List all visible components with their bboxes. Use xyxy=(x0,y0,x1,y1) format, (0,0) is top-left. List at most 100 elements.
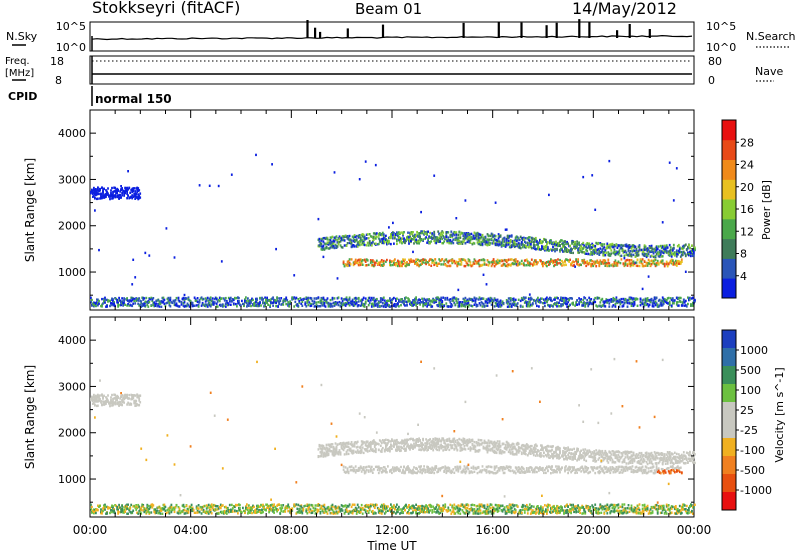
echo-cell xyxy=(582,241,585,245)
echo-cell xyxy=(320,302,323,305)
echo-cell xyxy=(619,244,622,247)
echo-cell xyxy=(369,261,372,264)
echo-cell xyxy=(371,239,374,243)
echo-cell xyxy=(118,400,120,404)
echo-cell xyxy=(344,508,347,512)
echo-cell xyxy=(649,250,652,254)
echo-cell xyxy=(342,262,345,266)
echo-cell xyxy=(564,247,566,250)
echo-cell xyxy=(380,304,383,308)
echo-cell xyxy=(496,299,499,302)
echo-cell xyxy=(458,242,461,245)
echo-cell xyxy=(164,509,167,513)
nsky-spike xyxy=(648,29,651,38)
nsky-spike xyxy=(381,24,385,38)
echo-cell xyxy=(275,247,277,251)
echo-cell xyxy=(339,236,342,240)
echo-cell xyxy=(630,255,633,258)
echo-cell xyxy=(352,304,355,307)
echo-cell xyxy=(629,264,632,268)
echo-cell xyxy=(203,510,206,513)
echo-cell xyxy=(651,247,654,250)
echo-cell xyxy=(451,240,454,243)
echo-cell xyxy=(646,247,649,250)
echo-cell xyxy=(213,508,216,511)
echo-cell xyxy=(482,240,485,243)
echo-cell xyxy=(433,263,436,267)
echo-cell xyxy=(502,302,505,305)
echo-cell xyxy=(94,398,96,401)
echo-cell xyxy=(527,238,530,242)
echo-cell xyxy=(346,449,349,452)
echo-cell xyxy=(680,258,683,261)
echo-cell xyxy=(131,304,134,308)
echo-cell xyxy=(426,241,428,244)
echo-cell xyxy=(179,511,182,515)
echo-cell xyxy=(621,249,624,252)
echo-cell xyxy=(397,234,399,238)
echo-cell xyxy=(440,298,443,301)
echo-cell xyxy=(594,296,597,300)
echo-cell xyxy=(219,304,222,308)
echo-cell xyxy=(629,297,632,301)
echo-cell xyxy=(217,184,220,188)
echo-cell xyxy=(395,297,397,301)
echo-cell xyxy=(505,228,508,231)
echo-cell xyxy=(495,304,498,307)
echo-cell xyxy=(467,264,470,267)
echo-cell xyxy=(184,297,187,301)
echo-cell xyxy=(91,396,93,399)
echo-cell xyxy=(517,263,520,266)
echo-cell xyxy=(534,299,537,303)
freq-unit-label: [MHz] xyxy=(5,68,34,79)
echo-cell xyxy=(441,242,444,245)
echo-cell xyxy=(265,301,267,304)
echo-cell xyxy=(398,239,400,242)
echo-cell xyxy=(145,296,148,300)
echo-cell xyxy=(361,241,364,244)
echo-cell xyxy=(474,232,477,235)
echo-cell xyxy=(620,297,623,301)
echo-cell xyxy=(666,265,669,268)
echo-cell xyxy=(246,503,248,506)
echo-cell xyxy=(133,402,136,405)
echo-cell xyxy=(469,263,472,267)
echo-cell xyxy=(373,232,376,235)
echo-cell xyxy=(418,232,420,235)
nsky-spike xyxy=(616,30,619,38)
echo-cell xyxy=(360,238,363,241)
echo-cell xyxy=(410,239,412,243)
echo-cell xyxy=(492,241,495,245)
echo-cell xyxy=(254,301,256,304)
echo-cell xyxy=(661,246,664,249)
echo-cell xyxy=(346,264,349,268)
echo-cell xyxy=(343,512,346,515)
echo-cell xyxy=(97,186,99,190)
echo-cell xyxy=(208,510,211,513)
echo-cell xyxy=(317,301,320,304)
echo-cell xyxy=(475,303,478,306)
echo-cell xyxy=(563,299,565,302)
echo-cell xyxy=(633,249,636,252)
echo-cell xyxy=(572,251,574,255)
echo-cell xyxy=(492,259,495,262)
echo-cell xyxy=(521,238,524,241)
echo-cell xyxy=(196,509,199,513)
echo-cell xyxy=(109,511,111,515)
echo-cell xyxy=(495,238,498,242)
echo-cell xyxy=(126,186,128,190)
echo-cell xyxy=(509,239,512,242)
echo-cell xyxy=(300,298,303,301)
echo-cell xyxy=(248,511,250,514)
echo-cell xyxy=(605,247,608,250)
echo-cell xyxy=(472,241,475,245)
echo-cell xyxy=(504,245,507,248)
echo-cell xyxy=(177,296,180,300)
echo-cell xyxy=(509,240,512,243)
echo-cell xyxy=(398,305,400,308)
echo-cell xyxy=(137,503,140,507)
echo-cell xyxy=(504,243,507,246)
echo-cell xyxy=(170,509,173,512)
echo-cell xyxy=(217,507,220,510)
echo-cell xyxy=(644,301,647,304)
